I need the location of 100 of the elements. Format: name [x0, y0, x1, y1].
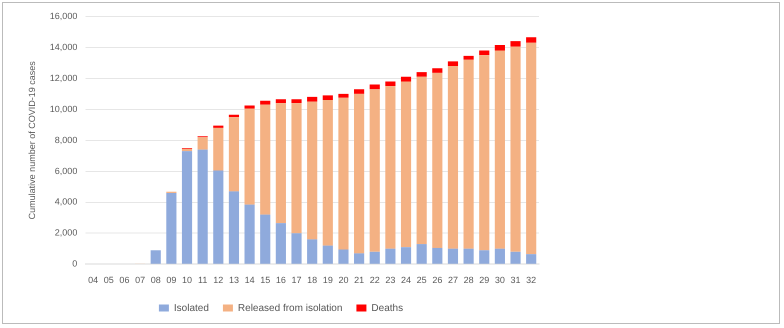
- y-tick-label: 6,000: [54, 166, 78, 176]
- bar: [385, 86, 396, 249]
- x-tick-label: 27: [448, 275, 458, 286]
- x-tick-label: 16: [276, 275, 286, 286]
- bar: [510, 46, 521, 252]
- bar: [322, 100, 333, 246]
- x-tick-label: 14: [244, 275, 255, 286]
- bar: [244, 105, 255, 109]
- bar: [244, 204, 255, 264]
- y-tick-label: 10,000: [50, 104, 78, 114]
- bar: [400, 76, 412, 82]
- x-tick-label: 15: [260, 275, 270, 286]
- x-tick-label: 11: [198, 275, 208, 286]
- bar: [494, 248, 505, 264]
- bar: [198, 137, 208, 150]
- y-tick-label: 4,000: [54, 196, 78, 207]
- bar: [510, 41, 521, 47]
- bar: [276, 103, 286, 224]
- x-tick-label: 12: [213, 275, 224, 286]
- bar: [526, 254, 536, 264]
- bar: [432, 72, 442, 248]
- x-tick-label: 23: [385, 275, 396, 286]
- bar: [479, 55, 490, 250]
- bar: [448, 248, 458, 264]
- bar: [464, 56, 474, 60]
- x-tick-label: 29: [479, 275, 490, 286]
- x-tick-label: 22: [370, 275, 380, 286]
- bar: [291, 103, 302, 234]
- bar: [228, 117, 240, 192]
- legend-label: Released from isolation: [238, 302, 342, 314]
- bar: [526, 42, 536, 254]
- bar: [385, 81, 396, 86]
- x-tick-label: 24: [401, 275, 412, 286]
- bar: [510, 252, 521, 264]
- bar: [354, 94, 364, 254]
- bar: [416, 244, 427, 264]
- y-tick-label: 8,000: [54, 134, 78, 145]
- bar: [494, 50, 505, 249]
- bar: [291, 233, 302, 264]
- x-tick-label: 13: [228, 275, 239, 286]
- x-tick-label: 08: [150, 275, 161, 286]
- x-tick-label: 09: [166, 275, 176, 286]
- bar: [307, 239, 318, 264]
- bar: [260, 214, 270, 264]
- x-tick-label: 26: [432, 275, 442, 286]
- bar: [228, 114, 240, 118]
- bar: [432, 248, 442, 264]
- y-tick-label: 0: [72, 258, 78, 269]
- bar: [338, 98, 349, 250]
- x-tick-label: 07: [135, 275, 146, 286]
- bar: [338, 249, 349, 264]
- x-tick-label: 25: [416, 275, 427, 286]
- bar: [370, 84, 380, 90]
- bar: [400, 81, 412, 248]
- x-tick-label: 18: [307, 275, 318, 286]
- bar: [260, 104, 270, 215]
- bar: [448, 61, 458, 66]
- x-tick-label: 32: [526, 275, 536, 286]
- bar: [400, 247, 412, 264]
- y-tick-label: 16,000: [50, 10, 78, 21]
- bar: [479, 50, 490, 56]
- bar: [370, 89, 380, 252]
- x-tick-label: 21: [354, 275, 364, 286]
- bar: [166, 192, 176, 264]
- x-tick-label: 06: [119, 275, 130, 286]
- bar: [370, 252, 380, 264]
- bar: [276, 223, 286, 264]
- bar: [464, 248, 474, 264]
- bar: [307, 102, 318, 240]
- x-tick-label: 05: [104, 275, 114, 286]
- bar: [322, 95, 333, 100]
- bar: [198, 150, 208, 264]
- y-tick-label: 12,000: [50, 72, 78, 83]
- bar: [213, 170, 224, 264]
- bar: [260, 100, 270, 105]
- bar: [307, 96, 318, 102]
- bar: [182, 151, 192, 264]
- bar: [150, 250, 161, 264]
- bar: [416, 72, 427, 77]
- x-tick-label: 17: [292, 275, 302, 286]
- legend-label: Isolated: [174, 302, 209, 314]
- bar: [322, 246, 333, 264]
- x-tick-label: 10: [182, 275, 192, 286]
- bar: [479, 250, 490, 264]
- bar: [416, 76, 427, 244]
- bar: [432, 68, 442, 73]
- x-tick-label: 31: [510, 275, 521, 286]
- x-tick-label: 28: [464, 275, 474, 286]
- bar: [464, 60, 474, 249]
- x-tick-label: 30: [494, 275, 505, 286]
- bar: [354, 89, 364, 94]
- y-tick-label: 2,000: [54, 228, 78, 238]
- bar: [354, 253, 364, 264]
- x-tick-label: 19: [322, 275, 333, 286]
- x-tick-label: 04: [88, 275, 98, 286]
- bar: [526, 37, 536, 43]
- bar: [448, 66, 458, 249]
- bar: [385, 248, 396, 264]
- legend-label: Deaths: [371, 302, 404, 314]
- x-tick-label: 20: [338, 275, 348, 286]
